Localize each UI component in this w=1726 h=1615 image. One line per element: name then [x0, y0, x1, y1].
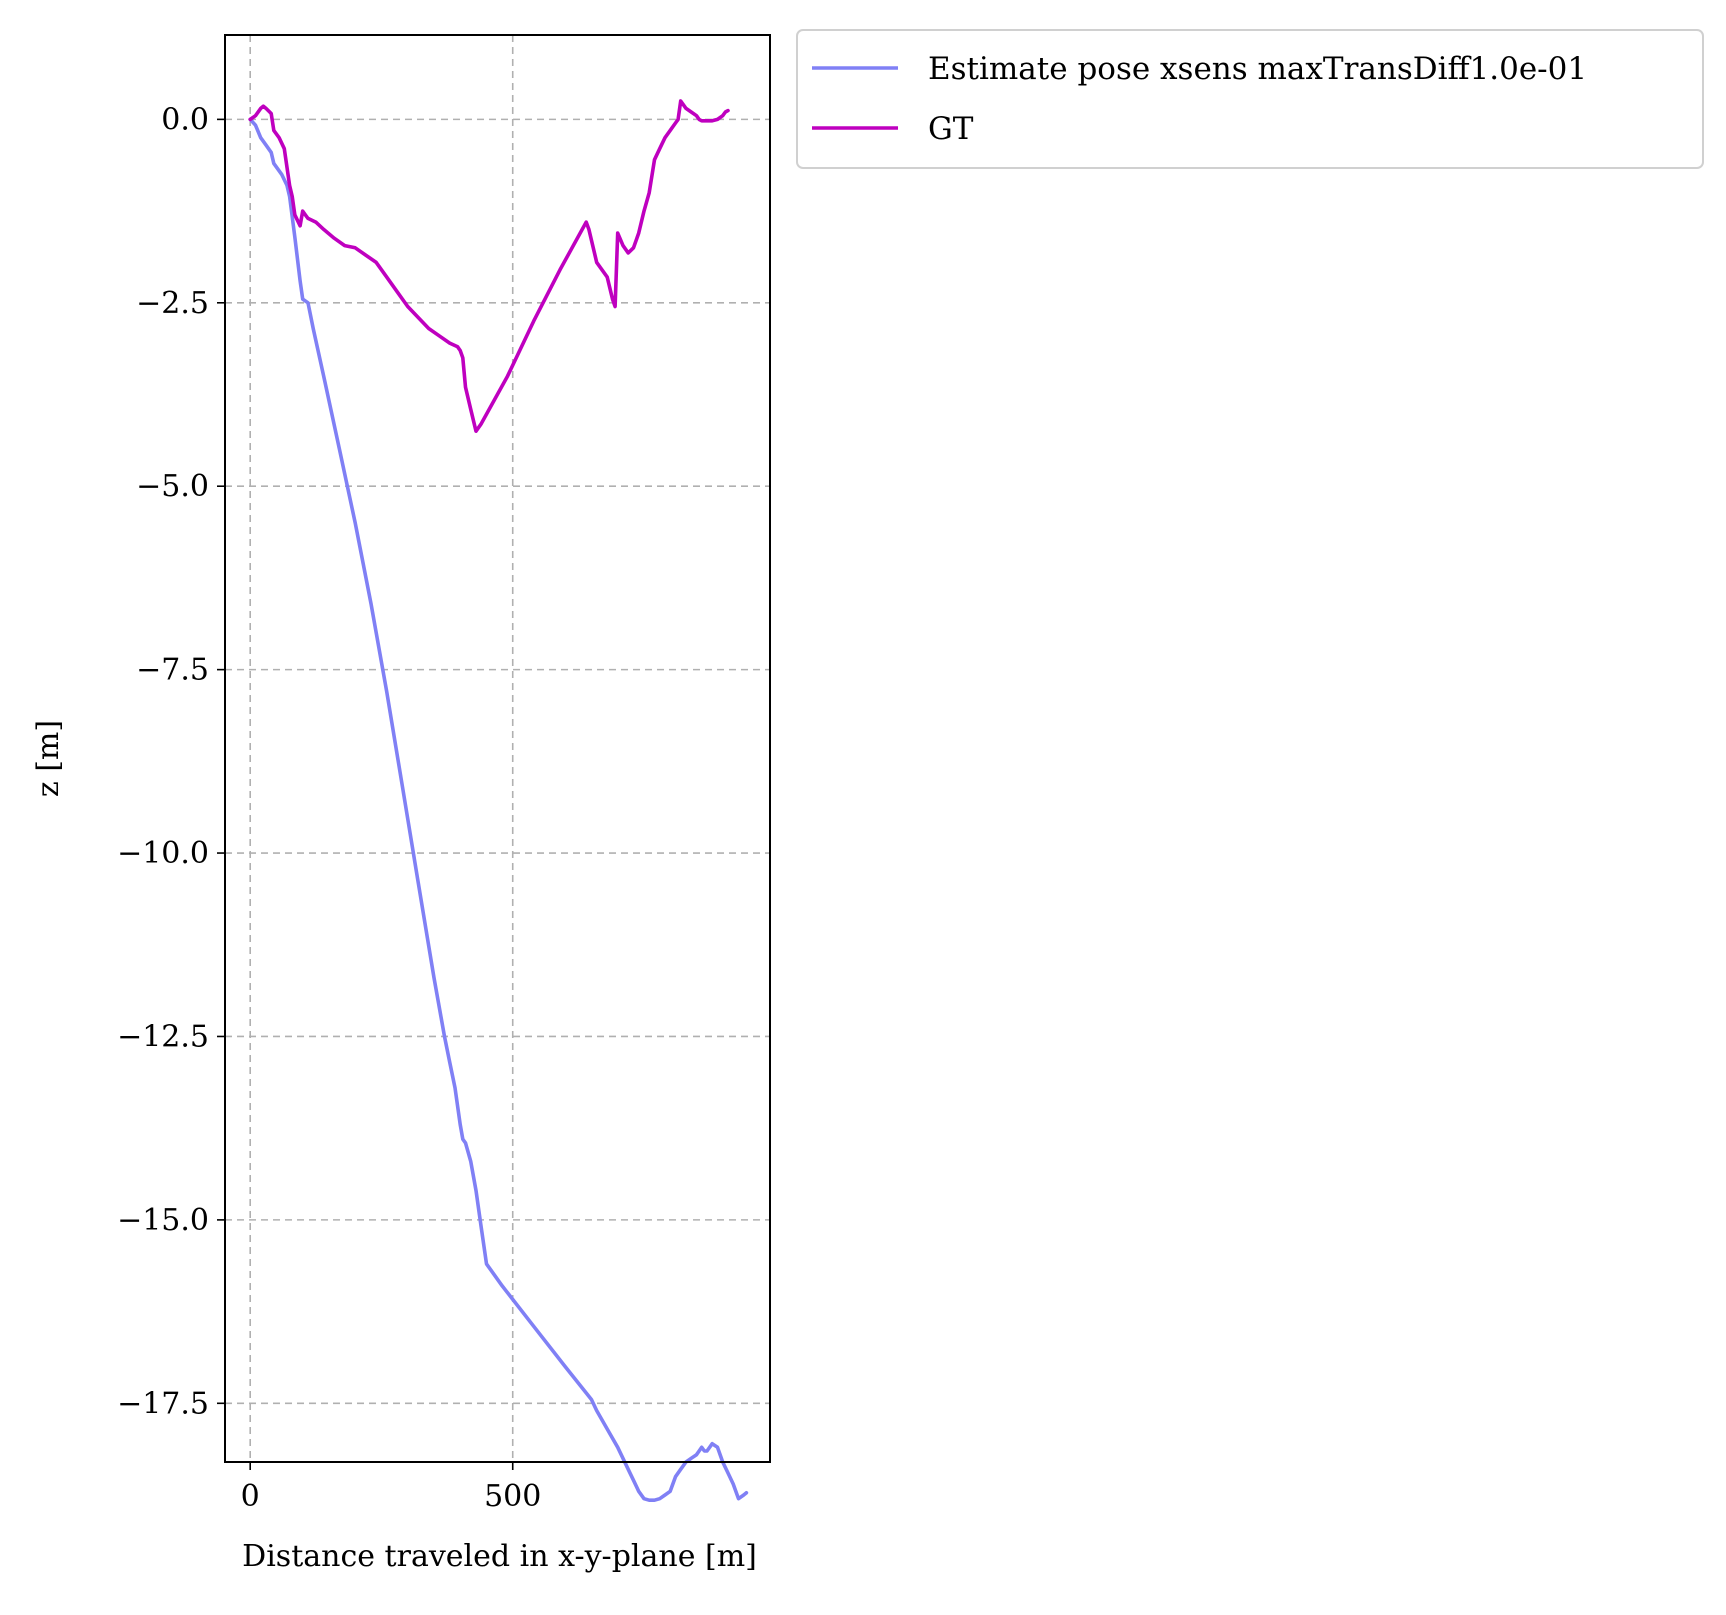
- legend-entries: Estimate pose xsens maxTransDiff1.0e-01 G…: [812, 51, 1587, 147]
- y-tick-label: −2.5: [136, 286, 209, 321]
- legend-label-0: Estimate pose xsens maxTransDiff1.0e-01: [928, 51, 1587, 87]
- y-tick-label: −7.5: [136, 653, 209, 688]
- grid: [225, 35, 770, 1462]
- x-tick-label: 500: [484, 1479, 541, 1514]
- y-tick-label: −10.0: [117, 836, 209, 871]
- legend-label-1: GT: [928, 111, 974, 147]
- y-tick-label: −17.5: [117, 1386, 209, 1421]
- series-line-1: [248, 99, 730, 434]
- x-tick-label: 0: [241, 1479, 260, 1514]
- series-layer: [248, 99, 749, 1502]
- y-tick-label: 0.0: [161, 102, 209, 137]
- y-axis-label: z [m]: [31, 720, 66, 797]
- legend: Estimate pose xsens maxTransDiff1.0e-01 G…: [796, 29, 1704, 169]
- legend-box: [796, 29, 1704, 169]
- y-tick-label: −5.0: [136, 469, 209, 504]
- plot-frame: [224, 34, 771, 1463]
- y-tick-label: −12.5: [117, 1019, 209, 1054]
- x-axis-label: Distance traveled in x-y-plane [m]: [242, 1539, 757, 1574]
- y-tick-label: −15.0: [117, 1203, 209, 1238]
- ticks: 0.0 −2.5 −5.0 −7.5 −10.0 −12.5 −15.0 −17.5 0 500: [117, 102, 541, 1514]
- series-line-0: [248, 117, 749, 1502]
